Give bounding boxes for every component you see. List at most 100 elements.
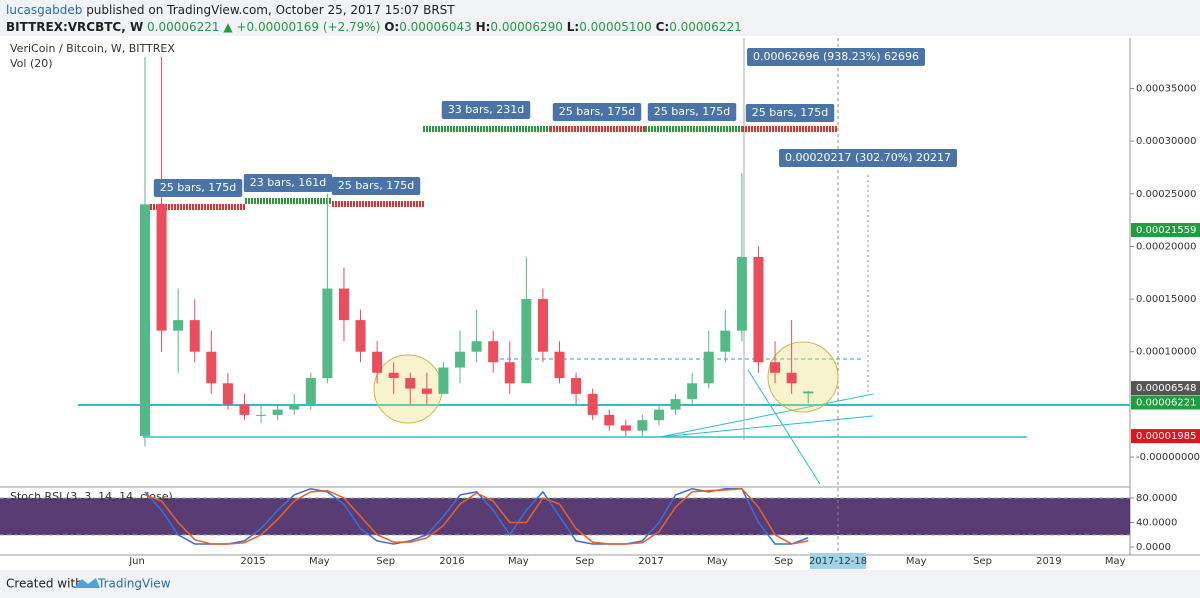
candle-body	[140, 204, 150, 436]
candle-body	[703, 351, 714, 384]
candle-body	[173, 320, 184, 331]
candle-body	[372, 351, 383, 373]
candle-body	[521, 299, 532, 384]
x-tick-label: Sep	[575, 556, 594, 567]
y-tick-label: 40.0000	[1136, 518, 1177, 529]
price-marker-label: 0.00006548	[1136, 383, 1196, 394]
annotation-box	[552, 103, 642, 121]
candle-body	[571, 378, 582, 394]
trend-line	[747, 369, 821, 485]
x-tick-label: May	[508, 556, 529, 567]
y-tick-label: 0.00015000	[1136, 294, 1196, 305]
annotation: 25 bars, 175d	[559, 105, 635, 118]
annotation-box	[331, 177, 421, 195]
volume-label: Vol (20)	[10, 57, 53, 70]
candle-body	[239, 404, 250, 415]
price-marker-label: 0.00001985	[1136, 431, 1196, 442]
candle-body	[554, 351, 565, 379]
footer-created: Created with	[6, 577, 83, 591]
y-tick-label: 0.00010000	[1136, 347, 1196, 358]
candle-body	[637, 420, 648, 431]
x-tick-label: Sep	[973, 556, 992, 567]
ohlc-value: 0.00006290	[490, 20, 563, 34]
candle-body	[504, 362, 515, 384]
candle-body	[653, 409, 664, 421]
tradingview-logo	[74, 578, 100, 588]
annotation-box	[779, 149, 957, 167]
candle-body	[405, 378, 416, 389]
trend-line	[659, 415, 874, 438]
annotation: 25 bars, 175d	[654, 105, 730, 118]
y-tick-label: 0.0000	[1136, 542, 1171, 553]
candle-body	[620, 425, 631, 431]
ohlc-key: L:	[567, 20, 579, 34]
annotation: 33 bars, 231d	[448, 103, 524, 116]
annotation: 25 bars, 175d	[160, 181, 236, 194]
candles	[140, 56, 814, 447]
header-line-1: lucasgabdeb published on TradingView.com…	[6, 3, 455, 17]
annotation-box	[441, 101, 531, 119]
stoch-line	[144, 487, 809, 545]
date-marker-box	[810, 553, 866, 569]
annotation-box	[647, 103, 737, 121]
candle-body	[736, 256, 747, 331]
candle-body	[206, 351, 217, 384]
candle-body	[338, 288, 349, 321]
published: published on TradingView.com, October 25…	[86, 3, 455, 17]
chart-title: VeriCoin / Bitcoin, W, BITTREX	[10, 42, 175, 55]
candle-body	[786, 372, 797, 384]
x-tick-label: 2017	[638, 556, 663, 567]
x-tick-label: Jun	[128, 556, 145, 567]
candle-body	[322, 288, 333, 379]
ohlc-value: 0.00006221	[669, 20, 742, 34]
candle-body	[289, 404, 300, 410]
candle-body	[189, 320, 200, 352]
price-marker	[1131, 223, 1200, 238]
last-price: 0.00006221	[147, 20, 220, 34]
candle-body	[753, 256, 764, 363]
candle-body	[305, 378, 316, 405]
candle-body	[720, 330, 731, 352]
trend-line	[659, 393, 874, 438]
annotation: 25 bars, 175d	[752, 106, 828, 119]
date-marker: 2017-12-18	[809, 556, 867, 567]
symbol: BITTREX:VRCBTC, W	[6, 20, 143, 34]
annotation-box	[747, 48, 925, 66]
candle-body	[438, 367, 449, 394]
drawings	[78, 38, 1130, 555]
y-tick-label: -0.00000000	[1136, 452, 1200, 463]
candle-body	[471, 341, 482, 352]
author[interactable]: lucasgabdeb	[6, 3, 82, 17]
candle-body	[222, 383, 233, 405]
price-marker	[1131, 381, 1200, 396]
candle-body	[587, 393, 598, 415]
indicator-title: Stoch RSI (3, 3, 14, 14, close)	[10, 490, 173, 503]
annotation: 0.00020217 (302.70%) 20217	[785, 151, 951, 164]
ohlc-value: 0.00005100	[579, 20, 652, 34]
stoch-band	[0, 498, 1130, 535]
annotation-box	[243, 174, 333, 192]
annotation-box	[153, 179, 243, 197]
x-tick-label: May	[309, 556, 330, 567]
candle-body	[256, 414, 267, 416]
y-tick-label: 0.00025000	[1136, 189, 1196, 200]
footer-bar	[0, 570, 1200, 598]
candle-body	[537, 299, 548, 352]
stoch-line	[144, 487, 809, 545]
candle-body	[803, 391, 814, 394]
candle-body	[156, 204, 167, 331]
footer-brand[interactable]: TradingView	[97, 577, 171, 591]
y-tick-label: 0.00035000	[1136, 84, 1196, 95]
candle-body	[455, 351, 466, 368]
ohlc-key: C:	[656, 20, 670, 34]
price-marker	[1131, 429, 1200, 444]
candle-body	[355, 320, 366, 352]
candle-body	[604, 414, 615, 426]
x-tick-label: 2016	[439, 556, 464, 567]
x-tick-label: Sep	[376, 556, 395, 567]
price-marker	[1131, 395, 1200, 410]
x-tick-label: 2019	[1036, 556, 1061, 567]
annotation: 25 bars, 175d	[338, 179, 414, 192]
candle-body	[770, 362, 781, 373]
